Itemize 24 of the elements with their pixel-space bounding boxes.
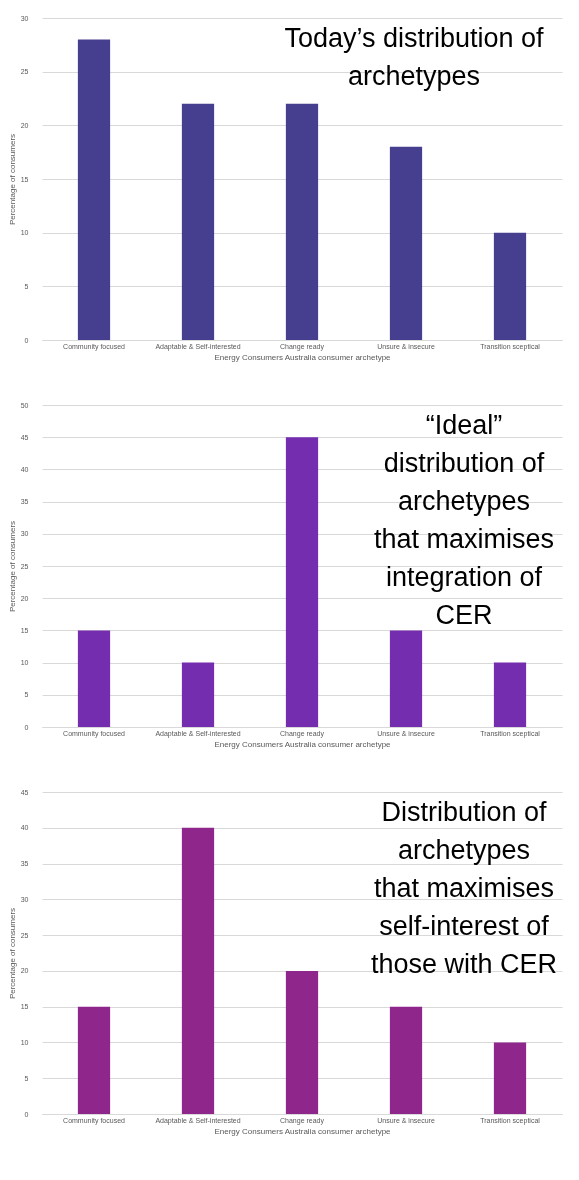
y-axis-title: Percentage of consumers [7, 133, 17, 226]
bar [285, 103, 319, 340]
text: Distribution of archetypes that maximises self-interest of those with CER [370, 797, 558, 979]
bar [77, 1006, 111, 1114]
bar [389, 630, 423, 727]
bar [181, 103, 215, 340]
x-axis-title: Energy Consumers Australia consumer archetype [214, 352, 392, 362]
y-axis-title: Percentage of consumers [7, 520, 17, 613]
bar [285, 970, 319, 1114]
bar [181, 827, 215, 1114]
bar [389, 146, 423, 340]
text: “Ideal” distribution of archetypes that maximises integration of CER [373, 410, 555, 630]
x-axis-title: Energy Consumers Australia consumer archetype [214, 1126, 392, 1136]
text: Today’s distribution of archetypes [284, 23, 545, 91]
bar [285, 437, 319, 727]
bar [389, 1006, 423, 1114]
x-axis-title: Energy Consumers Australia consumer archetype [214, 739, 392, 749]
bar [181, 662, 215, 727]
bar [493, 1042, 527, 1114]
bar [493, 662, 527, 727]
bar [77, 630, 111, 727]
bar [77, 39, 111, 340]
y-axis-title: Percentage of consumers [7, 907, 17, 1000]
bar [493, 232, 527, 340]
